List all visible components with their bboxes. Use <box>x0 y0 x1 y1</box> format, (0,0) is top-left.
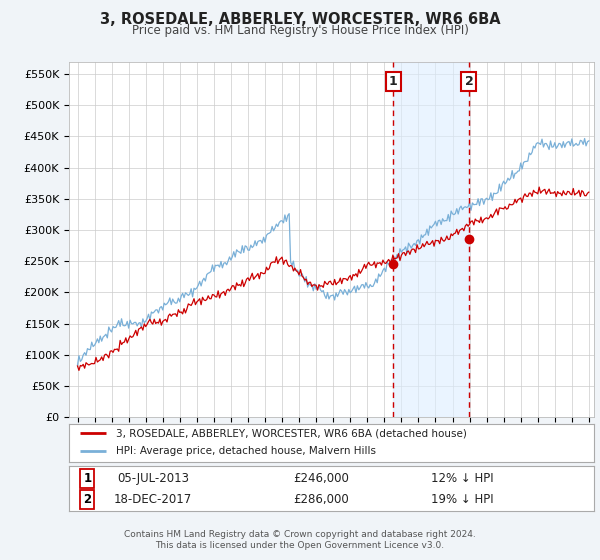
Text: £286,000: £286,000 <box>293 493 349 506</box>
Text: Contains HM Land Registry data © Crown copyright and database right 2024.: Contains HM Land Registry data © Crown c… <box>124 530 476 539</box>
Text: 1: 1 <box>389 75 397 88</box>
Text: 3, ROSEDALE, ABBERLEY, WORCESTER, WR6 6BA: 3, ROSEDALE, ABBERLEY, WORCESTER, WR6 6B… <box>100 12 500 27</box>
Text: £246,000: £246,000 <box>293 472 349 485</box>
Text: 12% ↓ HPI: 12% ↓ HPI <box>431 472 494 485</box>
Bar <box>393 62 469 417</box>
Text: Price paid vs. HM Land Registry's House Price Index (HPI): Price paid vs. HM Land Registry's House … <box>131 24 469 37</box>
Text: 1: 1 <box>83 472 91 485</box>
Text: 05-JUL-2013: 05-JUL-2013 <box>117 472 189 485</box>
Text: This data is licensed under the Open Government Licence v3.0.: This data is licensed under the Open Gov… <box>155 541 445 550</box>
Text: 2: 2 <box>464 75 473 88</box>
Text: HPI: Average price, detached house, Malvern Hills: HPI: Average price, detached house, Malv… <box>116 446 376 456</box>
Text: 18-DEC-2017: 18-DEC-2017 <box>114 493 192 506</box>
Text: 2: 2 <box>83 493 91 506</box>
Text: 19% ↓ HPI: 19% ↓ HPI <box>431 493 494 506</box>
Text: 3, ROSEDALE, ABBERLEY, WORCESTER, WR6 6BA (detached house): 3, ROSEDALE, ABBERLEY, WORCESTER, WR6 6B… <box>116 428 467 438</box>
